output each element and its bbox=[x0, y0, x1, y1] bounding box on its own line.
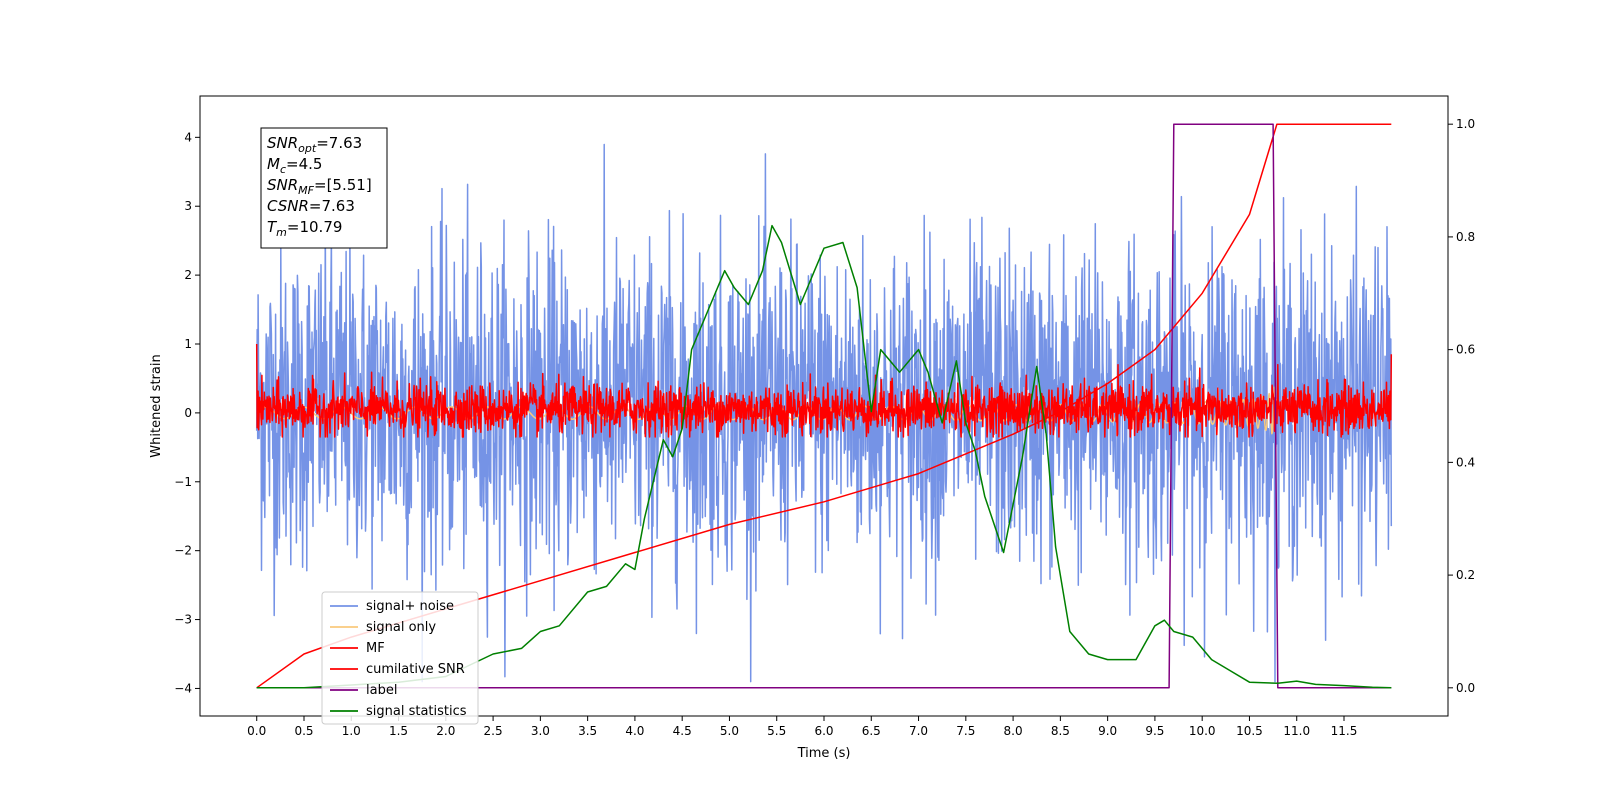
y2-tick-label: 0.4 bbox=[1456, 455, 1475, 469]
y-tick-label: 4 bbox=[184, 130, 192, 144]
y-axis-right: 0.0 0.2 0.4 0.6 0.8 1.0 bbox=[1448, 117, 1475, 695]
x-tick-label: 7.5 bbox=[956, 724, 975, 738]
y-tick-label: −1 bbox=[174, 475, 192, 489]
x-tick-label: 4.0 bbox=[625, 724, 644, 738]
x-tick-label: 1.5 bbox=[389, 724, 408, 738]
legend-label: signal only bbox=[366, 620, 436, 635]
x-tick-label: 9.5 bbox=[1145, 724, 1164, 738]
x-tick-label: 4.5 bbox=[673, 724, 692, 738]
legend-frame bbox=[321, 591, 479, 725]
legend-label: MF bbox=[366, 641, 385, 656]
x-tick-label: 6.0 bbox=[814, 724, 833, 738]
x-axis-label: Time (s) bbox=[797, 746, 851, 761]
annotation-line: CSNR=7.63 bbox=[267, 197, 355, 215]
y2-tick-label: 0.6 bbox=[1456, 343, 1475, 357]
x-tick-label: 8.5 bbox=[1051, 724, 1070, 738]
x-tick-label: 9.0 bbox=[1098, 724, 1117, 738]
x-tick-label: 5.5 bbox=[767, 724, 786, 738]
y2-tick-label: 0.2 bbox=[1456, 568, 1475, 582]
x-tick-label: 6.5 bbox=[862, 724, 881, 738]
legend: signal+ noise signal only MF cumilative SNR… bbox=[321, 591, 479, 725]
legend-label: label bbox=[366, 683, 397, 698]
x-tick-label: 2.5 bbox=[484, 724, 503, 738]
series-mf bbox=[255, 343, 1393, 438]
x-tick-label: 0.5 bbox=[294, 724, 313, 738]
y2-tick-label: 0.8 bbox=[1456, 230, 1475, 244]
annotation-line: Tm=10.79 bbox=[267, 218, 342, 239]
x-tick-label: 2.0 bbox=[436, 724, 455, 738]
y-tick-label: 2 bbox=[184, 268, 192, 282]
annotation-line: Mc=4.5 bbox=[267, 155, 322, 176]
x-tick-label: 10.5 bbox=[1236, 724, 1263, 738]
x-axis: 0.0 0.5 1.0 1.5 2.0 2.5 3.0 3.5 4.0 4.5 5.0 5.5 6.0 6… bbox=[247, 716, 1357, 738]
annotation-line: SNRMF=[5.51] bbox=[267, 176, 372, 197]
series-signal-statistics bbox=[256, 224, 1392, 689]
annotation-frame bbox=[260, 127, 388, 249]
y2-tick-label: 1.0 bbox=[1456, 117, 1475, 131]
x-tick-label: 11.5 bbox=[1331, 724, 1358, 738]
x-tick-label: 1.0 bbox=[342, 724, 361, 738]
x-tick-label: 8.0 bbox=[1004, 724, 1023, 738]
x-tick-label: 3.0 bbox=[531, 724, 550, 738]
x-tick-label: 11.0 bbox=[1283, 724, 1310, 738]
x-tick-label: 7.0 bbox=[909, 724, 928, 738]
x-tick-label: 3.5 bbox=[578, 724, 597, 738]
y-tick-label: −3 bbox=[174, 613, 192, 627]
y-tick-label: 0 bbox=[184, 406, 192, 420]
y-axis-label: Whitened strain bbox=[149, 354, 164, 457]
x-tick-label: 0.0 bbox=[247, 724, 266, 738]
y-tick-label: 3 bbox=[184, 199, 192, 213]
annotation-line: SNRopt=7.63 bbox=[267, 134, 362, 155]
y-axis-left: −4 −3 −2 −1 0 1 2 3 4 bbox=[174, 130, 200, 695]
legend-label: cumilative SNR bbox=[366, 662, 465, 677]
series-label bbox=[256, 123, 1392, 689]
y2-tick-label: 0.0 bbox=[1456, 681, 1475, 695]
y-tick-label: 1 bbox=[184, 337, 192, 351]
y-tick-label: −2 bbox=[174, 544, 192, 558]
x-tick-label: 5.0 bbox=[720, 724, 739, 738]
y-tick-label: −4 bbox=[174, 681, 192, 695]
legend-label: signal statistics bbox=[366, 704, 467, 719]
x-tick-label: 10.0 bbox=[1189, 724, 1216, 738]
legend-label: signal+ noise bbox=[366, 599, 454, 614]
